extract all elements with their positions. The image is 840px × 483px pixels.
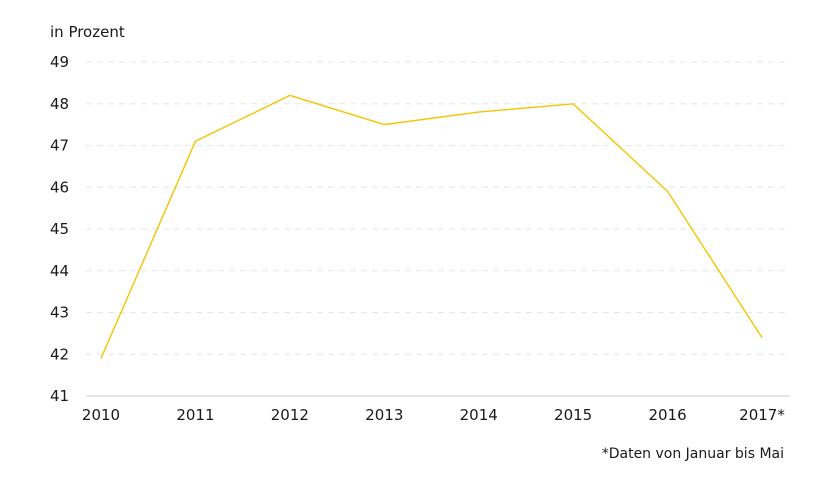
grid [86,61,790,397]
y-tick-label: 46 [50,178,69,196]
series [100,94,763,359]
x-tick-label: 2012 [271,406,309,424]
x-tick-label: 2011 [176,406,214,424]
x-tick-label: 2017* [739,406,785,424]
y-tick-label: 48 [50,95,69,113]
y-axis-unit-label: in Prozent [50,23,125,41]
x-tick-label: 2015 [554,406,592,424]
series-line [100,94,763,359]
y-tick-label: 45 [50,220,69,238]
x-tick-label: 2013 [365,406,403,424]
x-tick-label: 2010 [82,406,120,424]
x-axis-ticks: 2010 2011 2012 2013 2014 2015 2016 2017* [82,406,785,424]
y-axis-ticks: 41 42 43 44 45 46 47 48 49 [50,53,69,405]
x-tick-label: 2014 [460,406,498,424]
y-tick-label: 41 [50,387,69,405]
y-tick-label: 49 [50,53,69,71]
y-tick-label: 44 [50,262,69,280]
footnote: *Daten von Januar bis Mai [602,446,784,462]
x-tick-label: 2016 [648,406,686,424]
y-tick-label: 42 [50,345,69,363]
y-tick-label: 43 [50,304,69,322]
y-tick-label: 47 [50,137,69,155]
